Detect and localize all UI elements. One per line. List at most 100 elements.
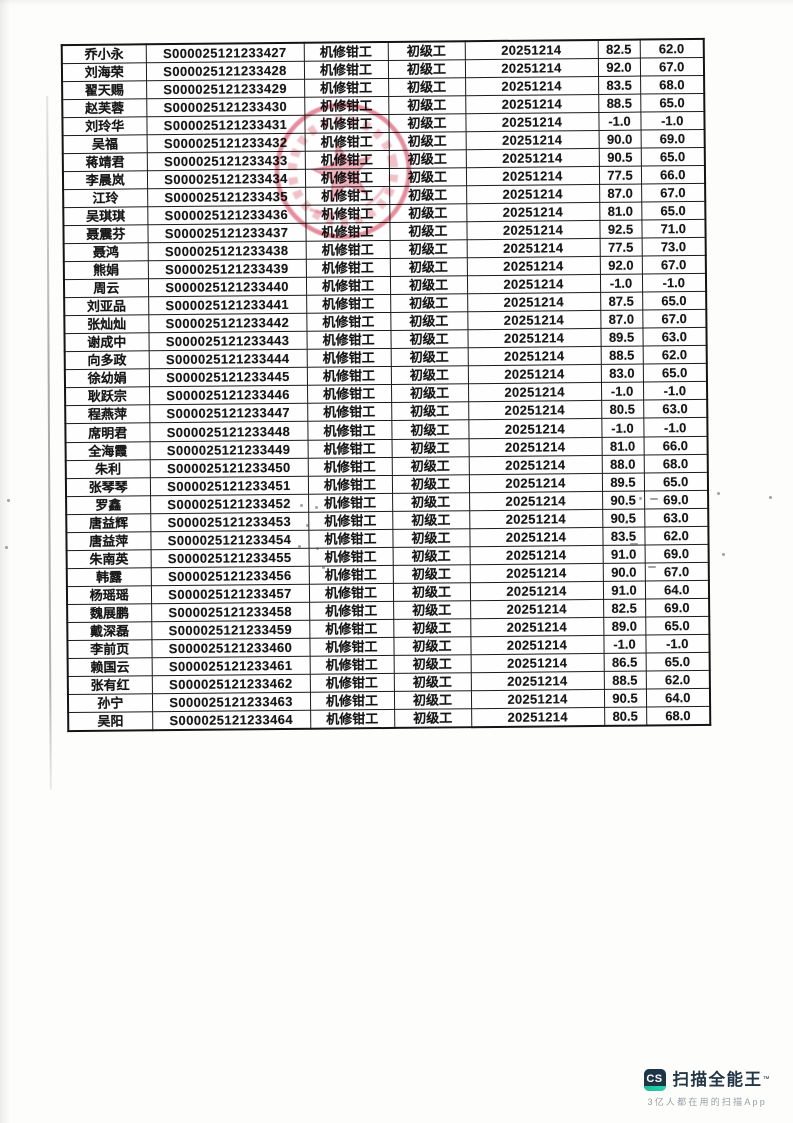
cell-exam-date: 20251214: [468, 418, 602, 439]
cell-candidate-name: 唐益萍: [66, 531, 151, 551]
cell-score-2: 65.0: [640, 147, 705, 166]
cell-score-1: 88.5: [600, 346, 643, 365]
camscanner-watermark: CS 扫描全能王™ 3亿人都在用的扫描App: [643, 1069, 772, 1108]
cell-score-2: 62.0: [639, 38, 704, 58]
trademark-symbol: ™: [762, 1076, 771, 1083]
cell-score-1: 82.5: [597, 39, 640, 58]
scan-speck: [5, 546, 8, 549]
cell-exam-date: 20251214: [464, 57, 599, 78]
cell-candidate-name: 吴琪琪: [63, 206, 148, 226]
cell-score-2: 66.0: [643, 435, 708, 455]
cell-exam-serial: S000025121233440: [147, 277, 307, 297]
cell-score-1: 80.5: [601, 400, 644, 419]
cell-exam-serial: S000025121233457: [150, 584, 310, 604]
cell-score-2: 62.0: [644, 526, 709, 545]
cell-level: 初级工: [389, 257, 467, 277]
cell-exam-date: 20251214: [466, 184, 600, 204]
camscanner-logo-icon: CS: [643, 1069, 666, 1091]
cell-candidate-name: 聂震芬: [63, 224, 148, 244]
cell-score-2: 63.0: [642, 327, 707, 347]
scan-speck: [625, 521, 628, 524]
cell-occupation: 机修钳工: [306, 294, 391, 314]
scan-edge-shading-top: [0, 0, 793, 6]
cell-exam-date: 20251214: [465, 76, 599, 96]
scan-speck: [298, 545, 301, 548]
cell-exam-date: 20251214: [469, 563, 603, 583]
cell-exam-date: 20251214: [465, 94, 599, 114]
cell-score-1: 92.0: [597, 57, 641, 77]
cell-level: 初级工: [389, 221, 467, 241]
cell-exam-serial: S000025121233443: [148, 331, 307, 352]
cell-score-2: 73.0: [641, 237, 706, 257]
cell-occupation: 机修钳工: [309, 619, 394, 639]
cell-level: 初级工: [390, 311, 468, 331]
cell-occupation: 机修钳工: [304, 114, 389, 134]
cell-level: 初级工: [393, 636, 471, 656]
cell-score-1: 88.0: [601, 454, 644, 474]
cell-score-2: 69.0: [645, 598, 710, 618]
camscanner-brand-line: CS 扫描全能王™: [643, 1069, 772, 1091]
cell-occupation: 机修钳工: [309, 655, 394, 675]
cell-exam-date: 20251214: [469, 545, 603, 565]
cell-score-2: 69.0: [644, 544, 709, 563]
cell-score-2: 66.0: [640, 165, 706, 184]
scan-speck: [648, 566, 656, 568]
cell-level: 初级工: [392, 546, 470, 566]
cell-candidate-name: 赵芙蓉: [62, 98, 147, 118]
scan-speck: [769, 496, 772, 499]
cell-occupation: 机修钳工: [305, 240, 390, 260]
cell-score-2: 64.0: [645, 688, 711, 708]
cell-occupation: 机修钳工: [304, 168, 390, 188]
cell-level: 初级工: [388, 77, 466, 97]
cell-candidate-name: 谢成中: [64, 333, 149, 352]
cell-exam-serial: S000025121233448: [149, 421, 308, 442]
cell-level: 初级工: [389, 203, 467, 223]
cell-exam-serial: S000025121233451: [149, 475, 309, 496]
cell-score-1: 90.5: [602, 490, 645, 510]
cell-occupation: 机修钳工: [308, 493, 393, 512]
cell-level: 初级工: [393, 618, 471, 638]
cell-exam-date: 20251214: [465, 148, 599, 168]
cell-candidate-name: 席明君: [65, 423, 150, 443]
cell-score-2: 65.0: [641, 201, 706, 221]
cell-occupation: 机修钳工: [307, 438, 392, 458]
cell-exam-date: 20251214: [466, 220, 600, 240]
cell-score-2: 71.0: [641, 219, 706, 239]
cell-exam-serial: S000025121233427: [145, 42, 304, 63]
cell-occupation: 机修钳工: [307, 384, 392, 404]
cell-score-1: -1.0: [601, 418, 644, 437]
cell-level: 初级工: [389, 185, 467, 205]
cell-candidate-name: 全海霞: [65, 441, 150, 461]
cell-exam-serial: S000025121233458: [151, 602, 310, 622]
cell-occupation: 机修钳工: [307, 420, 392, 440]
scan-speck: [315, 506, 318, 509]
cell-occupation: 机修钳工: [305, 258, 390, 278]
cell-candidate-name: 翟天赐: [62, 80, 147, 100]
cell-score-2: 68.0: [646, 706, 711, 726]
cell-occupation: 机修钳工: [303, 60, 389, 79]
cell-candidate-name: 乔小永: [61, 44, 146, 64]
cell-exam-serial: S000025121233428: [145, 60, 305, 81]
cell-score-1: -1.0: [599, 274, 643, 293]
cell-level: 初级工: [394, 708, 472, 728]
cell-exam-date: 20251214: [468, 400, 602, 421]
cell-exam-date: 20251214: [467, 364, 601, 385]
cell-score-1: 81.0: [601, 436, 644, 456]
cell-score-2: 63.0: [644, 508, 709, 527]
cell-score-2: -1.0: [641, 273, 707, 293]
results-table-body: 乔小永 S000025121233427 机修钳工 初级工 20251214 8…: [61, 38, 711, 731]
cell-score-2: 62.0: [645, 670, 710, 690]
cell-score-1: 80.5: [604, 707, 647, 726]
cell-score-2: -1.0: [640, 111, 705, 130]
cell-occupation: 机修钳工: [309, 601, 394, 621]
cell-occupation: 机修钳工: [308, 511, 393, 531]
cell-score-1: 87.0: [600, 310, 643, 329]
cell-exam-serial: S000025121233435: [147, 187, 306, 207]
cell-score-1: 92.0: [599, 256, 642, 275]
cell-score-2: 68.0: [643, 453, 708, 473]
camscanner-brand-name: 扫描全能王™: [672, 1071, 771, 1089]
cell-exam-serial: S000025121233429: [146, 78, 305, 99]
cell-occupation: 机修钳工: [305, 222, 390, 242]
cell-exam-date: 20251214: [465, 130, 599, 150]
cell-level: 初级工: [390, 293, 468, 313]
